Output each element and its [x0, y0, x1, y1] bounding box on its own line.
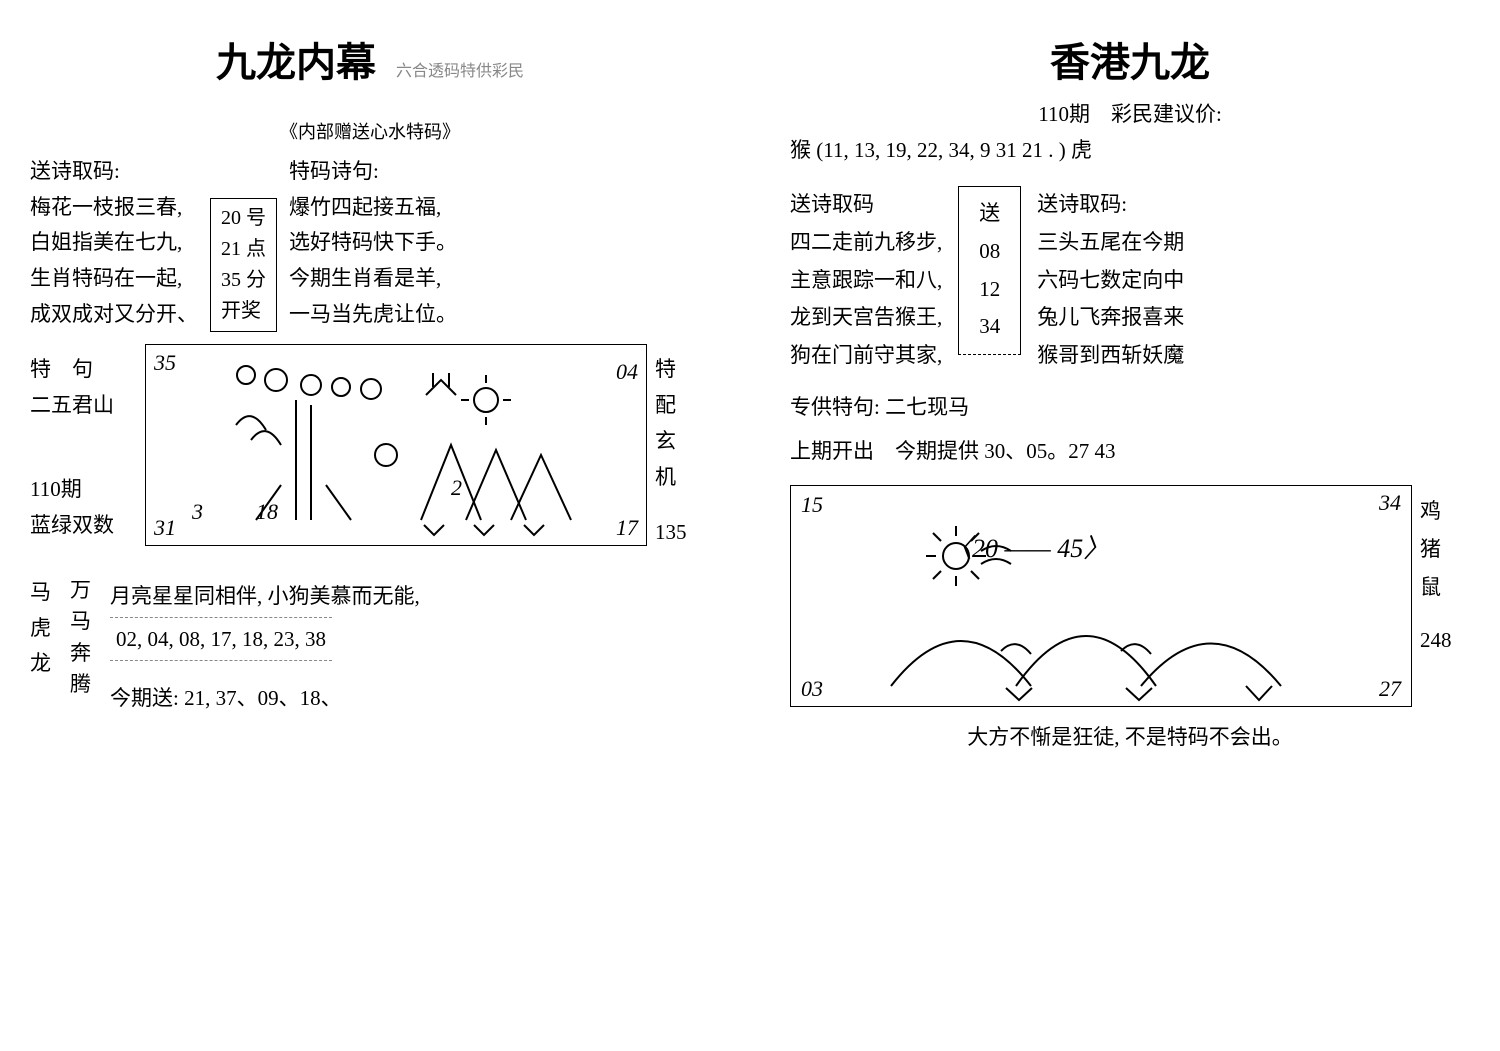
poem-line: 成双成对又分开、 — [30, 297, 198, 333]
poem-line: 梅花一枝报三春, — [30, 190, 198, 226]
poem-line: 一马当先虎让位。 — [289, 297, 457, 333]
left-subtitle: 《内部赠送心水特码》 — [30, 118, 710, 144]
side-text: 二五君山 — [30, 388, 145, 424]
right-title: 香港九龙 — [790, 30, 1470, 88]
side-text: 配 — [655, 388, 710, 424]
draw-num: 18 — [256, 499, 278, 525]
draw-num: 17 — [616, 515, 638, 541]
poem-line: 生肖特码在一起, — [30, 261, 198, 297]
right-drawing: 15 34 〈20 —— 45〉 03 27 — [790, 485, 1412, 707]
side-text: 玄 — [655, 424, 710, 460]
last-line: 上期开出 今期提供 30、05。27 43 — [790, 435, 1470, 465]
bottom-send: 今期送: 21, 37、09、18、 — [110, 677, 710, 719]
draw-num: 04 — [616, 359, 638, 385]
box-line: 开奖 — [221, 296, 266, 327]
right-subheader: 110期 彩民建议价: — [790, 98, 1470, 128]
poem-left-block: 送诗取码: 梅花一枝报三春, 白姐指美在七九, 生肖特码在一起, 成双成对又分开… — [30, 154, 198, 332]
bottom-poem: 月亮星星同相伴, 小狗美慕而无能, — [110, 575, 710, 617]
left-title: 九龙内幕 六合透码特供彩民 — [30, 30, 710, 88]
poem-line: 六码七数定向中 — [1037, 262, 1184, 300]
title-subtext: 六合透码特供彩民 — [396, 63, 524, 80]
bottom-numbers: 02, 04, 08, 17, 18, 23, 38 — [110, 617, 332, 661]
drawing-svg — [146, 345, 646, 545]
bottom-text: 月亮星星同相伴, 小狗美慕而无能, 02, 04, 08, 17, 18, 23… — [100, 575, 710, 719]
side-text: 248 — [1420, 622, 1470, 660]
right-center-box: 送 08 12 34 — [958, 186, 1021, 355]
draw-text: 〈20 —— 45〉 — [946, 528, 1109, 565]
zodiac-line: 猴 (11, 13, 19, 22, 34, 9 31 21 . ) 虎 — [790, 134, 1470, 164]
zodiac: 马 — [30, 575, 70, 611]
r-poem-header: 送诗取码 — [790, 186, 942, 224]
side-text: 机 — [655, 460, 710, 496]
side-text: 鸡 — [1420, 493, 1470, 531]
r-poem-header: 送诗取码: — [1037, 186, 1184, 224]
right-poems-row: 送诗取码 四二走前九移步, 主意跟踪一和八, 龙到天宫告猴王, 狗在门前守其家,… — [790, 186, 1470, 375]
poem-line: 今期生肖看是羊, — [289, 261, 457, 297]
draw-num: 15 — [801, 492, 823, 518]
side-text: 鼠 — [1420, 569, 1470, 607]
center-box: 20 号 21 点 35 分 开奖 — [210, 198, 277, 332]
box-line: 送 — [979, 195, 1000, 233]
r-poem-left: 送诗取码 四二走前九移步, 主意跟踪一和八, 龙到天宫告猴王, 狗在门前守其家, — [790, 186, 942, 375]
poem-line: 主意跟踪一和八, — [790, 262, 942, 300]
draw-num: 34 — [1379, 490, 1401, 516]
poem-right-block: 特码诗句: 爆竹四起接五福, 选好特码快下手。 今期生肖看是羊, 一马当先虎让位… — [289, 154, 457, 332]
special-line: 专供特句: 二七现马 — [790, 391, 1470, 421]
box-line: 12 — [979, 271, 1000, 309]
right-drawing-side: 鸡 猪 鼠 248 — [1412, 485, 1470, 707]
right-footer: 大方不惭是狂徒, 不是特码不会出。 — [790, 721, 1470, 751]
left-column: 九龙内幕 六合透码特供彩民 《内部赠送心水特码》 送诗取码: 梅花一枝报三春, … — [30, 30, 710, 1021]
right-column: 香港九龙 110期 彩民建议价: 猴 (11, 13, 19, 22, 34, … — [790, 30, 1470, 1021]
draw-num: 27 — [1379, 676, 1401, 702]
title-text: 九龙内幕 — [216, 40, 376, 85]
box-line: 34 — [979, 308, 1000, 346]
side-text: 135 — [655, 515, 710, 551]
drawing-left-notes: 特 句 二五君山 110期 蓝绿双数 — [30, 344, 145, 550]
zodiac: 虎 — [30, 611, 70, 647]
poem-line: 四二走前九移步, — [790, 224, 942, 262]
poem-line: 爆竹四起接五福, — [289, 190, 457, 226]
poem-right-header: 特码诗句: — [289, 154, 457, 190]
bottom-section: 马 虎 龙 万马奔腾 月亮星星同相伴, 小狗美慕而无能, 02, 04, 08,… — [30, 575, 710, 719]
side-text: 特 — [655, 352, 710, 388]
drawing-right-notes: 特 配 玄 机 135 — [647, 344, 710, 550]
side-text: 蓝绿双数 — [30, 508, 145, 544]
right-drawing-row: 15 34 〈20 —— 45〉 03 27 鸡 猪 鼠 248 — [790, 485, 1470, 707]
poem-line: 龙到天宫告猴王, — [790, 299, 942, 337]
box-line: 08 — [979, 233, 1000, 271]
poem-line: 猴哥到西斩妖魔 — [1037, 337, 1184, 375]
draw-num: 31 — [154, 515, 176, 541]
poem-line: 选好特码快下手。 — [289, 225, 457, 261]
draw-num: 03 — [801, 676, 823, 702]
vertical-phrase: 万马奔腾 — [70, 575, 100, 719]
draw-num: 35 — [154, 350, 176, 376]
box-line: 35 分 — [221, 265, 266, 296]
box-line: 21 点 — [221, 234, 266, 265]
r-poem-right: 送诗取码: 三头五尾在今期 六码七数定向中 兔儿飞奔报喜来 猴哥到西斩妖魔 — [1037, 186, 1184, 375]
poem-line: 白姐指美在七九, — [30, 225, 198, 261]
poem-line: 三头五尾在今期 — [1037, 224, 1184, 262]
poem-line: 狗在门前守其家, — [790, 337, 942, 375]
zodiac-col: 马 虎 龙 — [30, 575, 70, 719]
left-drawing: 35 04 31 3 18 2 17 — [145, 344, 647, 546]
side-text: 特 句 — [30, 352, 145, 388]
box-line: 20 号 — [221, 203, 266, 234]
r-drawing-svg — [791, 486, 1411, 706]
draw-num: 2 — [451, 475, 462, 501]
zodiac: 龙 — [30, 646, 70, 682]
draw-num: 3 — [192, 499, 203, 525]
poem-line: 兔儿飞奔报喜来 — [1037, 299, 1184, 337]
poem-left-header: 送诗取码: — [30, 154, 198, 190]
side-text: 110期 — [30, 472, 145, 508]
side-text: 猪 — [1420, 531, 1470, 569]
